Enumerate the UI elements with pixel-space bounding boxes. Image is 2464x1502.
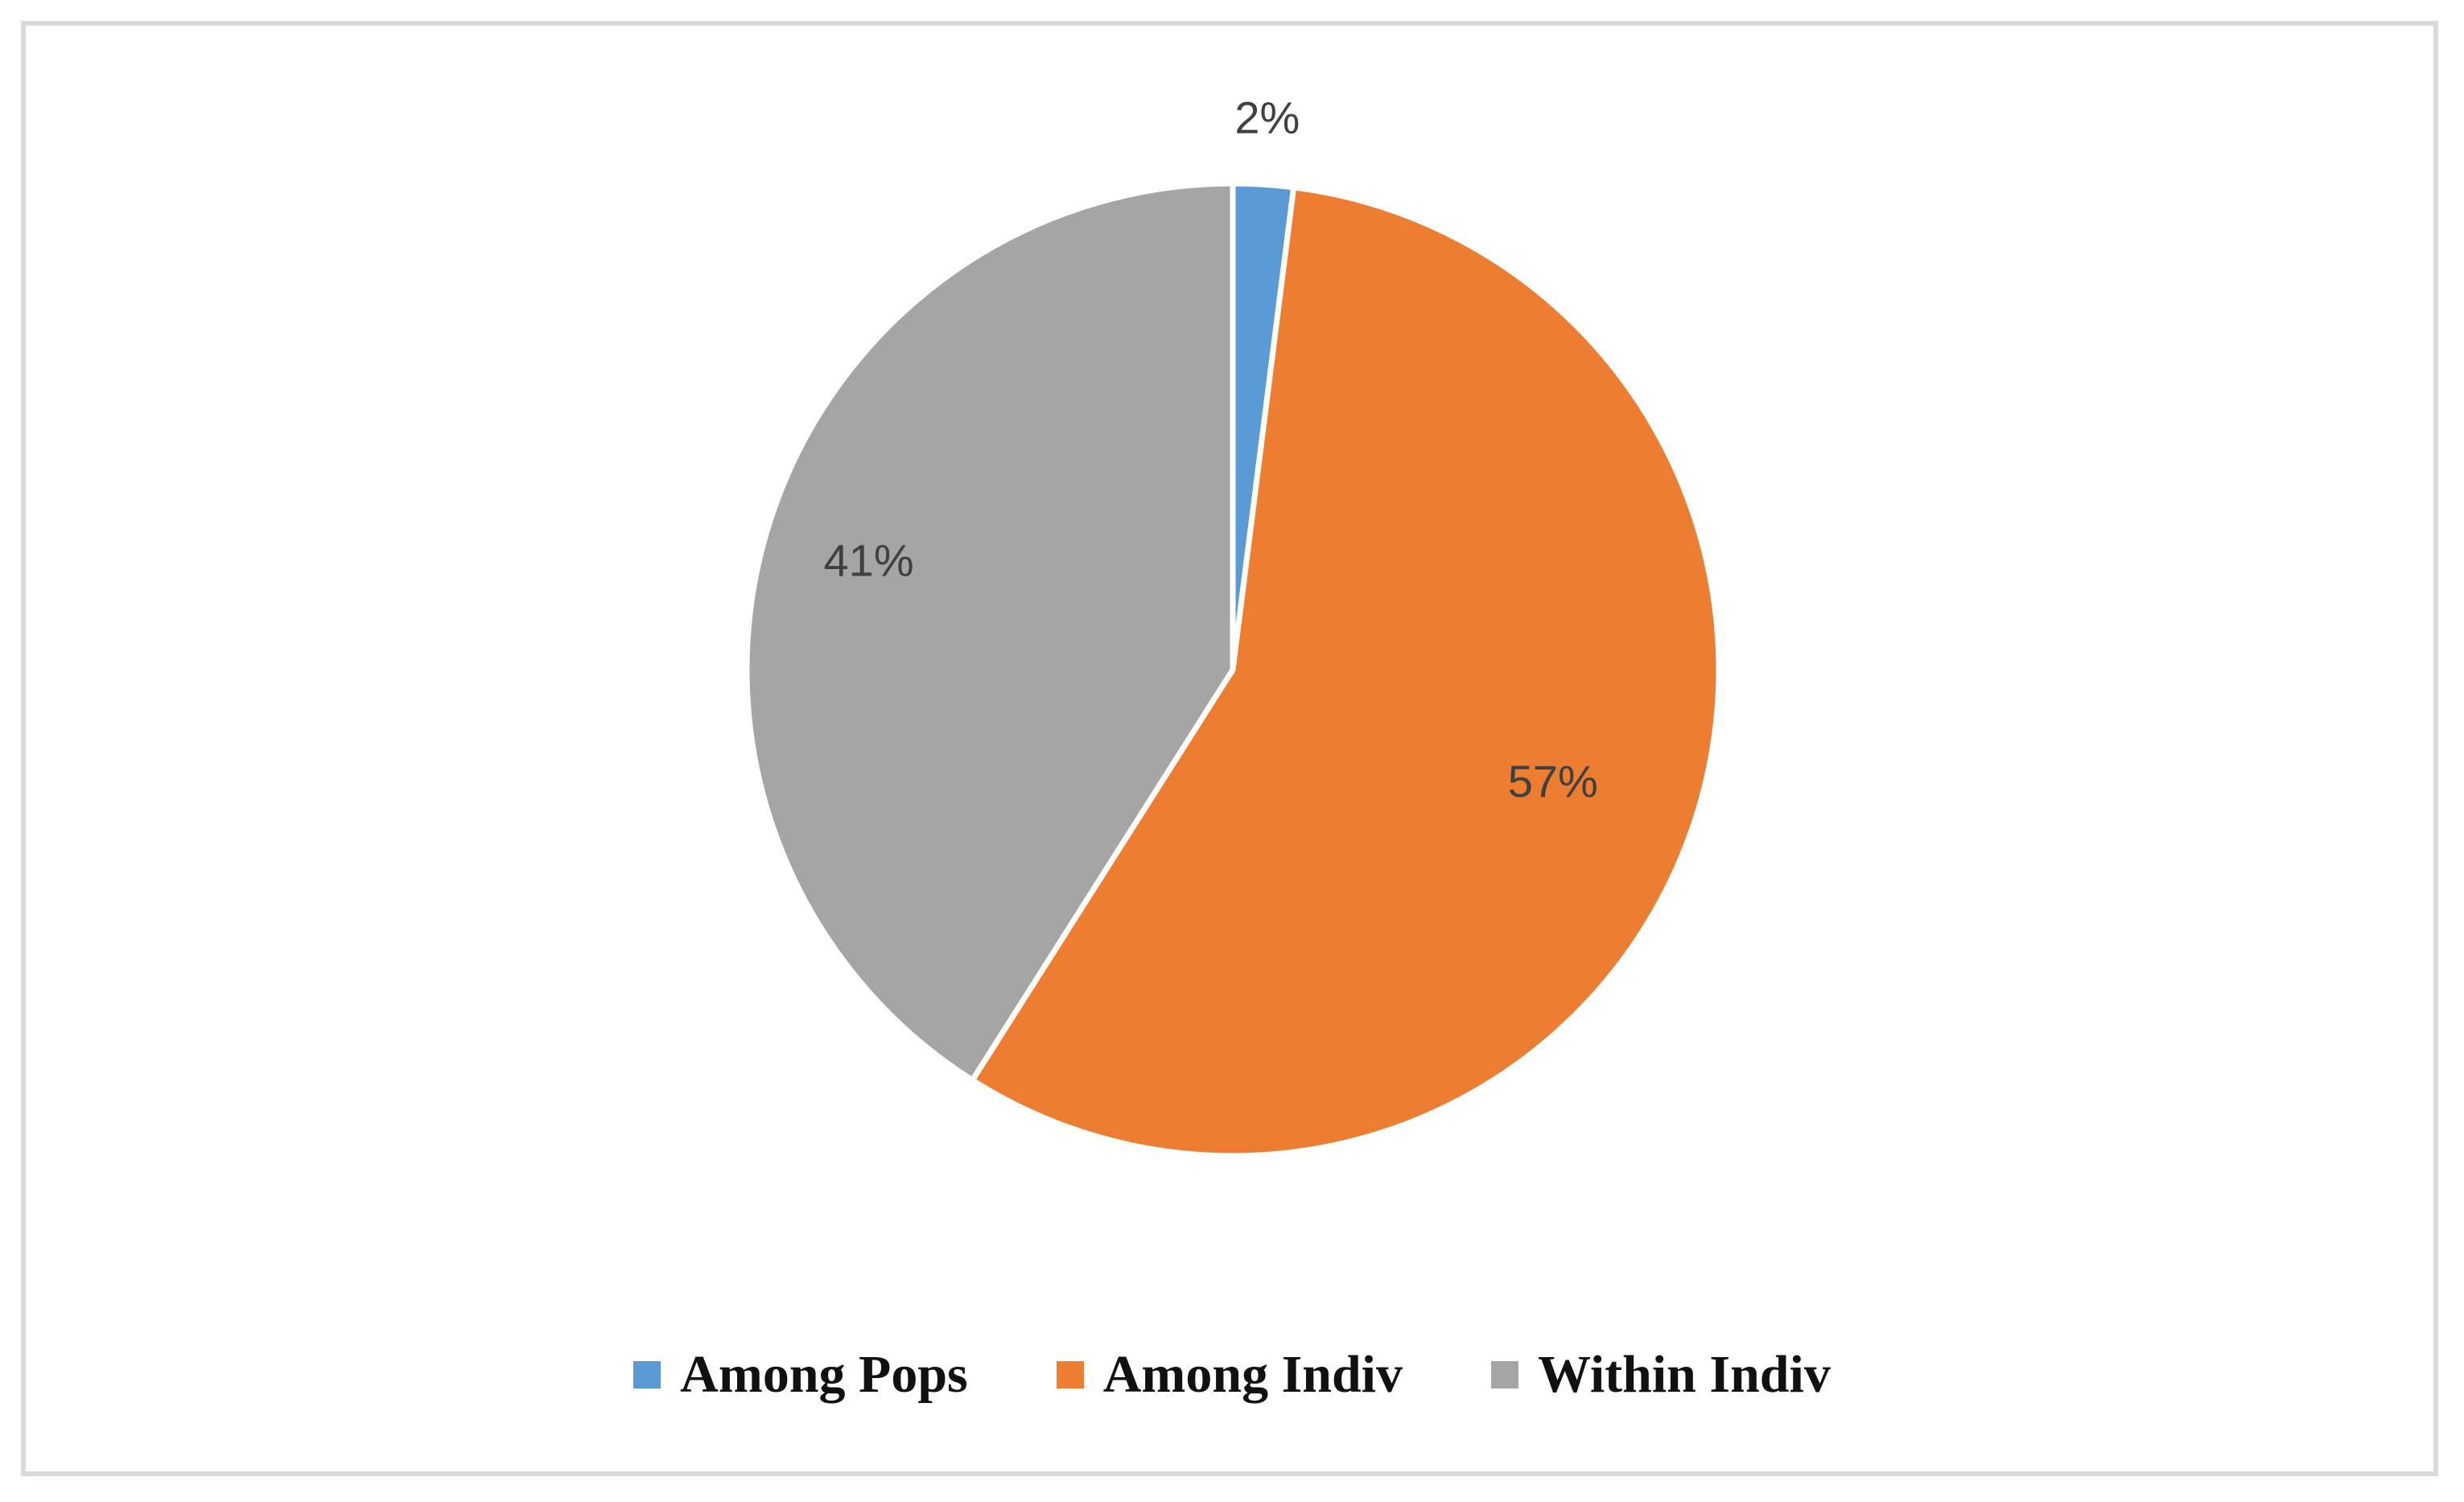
legend-item-within-indiv: Within Indiv <box>1491 1344 1831 1405</box>
data-label-among-pops: 2% <box>1234 93 1300 143</box>
legend-label-within-indiv: Within Indiv <box>1538 1345 1831 1404</box>
legend-swatch-among-pops <box>633 1361 661 1389</box>
pie-data-labels: 2% 57% 41% <box>824 93 1598 807</box>
legend: Among Pops Among Indiv Within Indiv <box>0 1344 2464 1405</box>
pie-slice-among-indiv <box>969 184 1722 1159</box>
pie-slice-within-indiv <box>744 180 1236 1083</box>
data-label-among-indiv: 57% <box>1508 756 1598 807</box>
legend-label-among-pops: Among Pops <box>680 1345 968 1404</box>
legend-swatch-within-indiv <box>1491 1361 1519 1389</box>
legend-item-among-pops: Among Pops <box>633 1344 968 1405</box>
data-label-within-indiv: 41% <box>824 534 914 585</box>
legend-label-among-indiv: Among Indiv <box>1102 1345 1403 1404</box>
pie-slices <box>744 180 1722 1159</box>
legend-swatch-among-indiv <box>1056 1361 1084 1389</box>
legend-item-among-indiv: Among Indiv <box>1056 1344 1403 1405</box>
